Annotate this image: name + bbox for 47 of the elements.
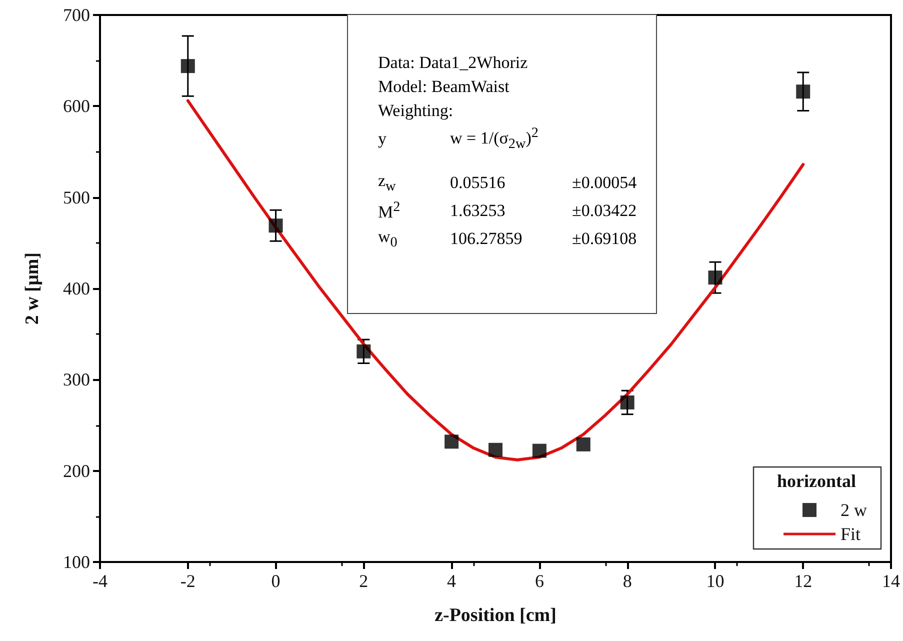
point (444, 434, 459, 449)
point (708, 270, 722, 285)
legend-label: 2 w (840, 500, 867, 520)
y-axis-title: 2 w [µm] (22, 252, 43, 325)
x-tick-label: 4 (447, 571, 456, 591)
annotation: 1.63253 (450, 200, 506, 222)
legend-label: Fit (840, 524, 861, 544)
x-tick-label: 2 (359, 571, 368, 591)
point (532, 444, 546, 458)
y-tick-label: 400 (63, 278, 90, 298)
y-tick-label: 300 (63, 370, 90, 390)
y-tick-label: 100 (63, 552, 90, 572)
point (620, 395, 634, 410)
annotation: M$^{2}$ (378, 199, 402, 224)
x-tick-label: 6 (534, 571, 544, 591)
point (356, 344, 371, 358)
annotation: w$_{0}$ (378, 227, 398, 252)
annotation: y (378, 128, 388, 150)
y-tick-label: 200 (63, 460, 90, 481)
x-tick-label: 14 (882, 571, 900, 591)
x-tick-label: 10 (706, 571, 724, 591)
y-tick-label: 500 (63, 187, 90, 208)
x-tick-label: 12 (794, 571, 812, 591)
y-tick-label: 600 (63, 96, 90, 116)
x-tick-label: 0 (271, 571, 280, 591)
annotation: 106.27859 (450, 228, 524, 250)
legend-title: horizontal (777, 471, 856, 491)
annotation: ±0.69108 (572, 228, 637, 250)
x-tick-label: 8 (622, 571, 632, 591)
annotation: ±0.00054 (572, 172, 637, 194)
annotation: ±0.03422 (572, 200, 637, 222)
line-series (186, 99, 805, 462)
annotation: Weighting: (378, 101, 454, 122)
point (268, 218, 283, 233)
x-tick-label: -4 (92, 571, 108, 591)
annotation: 0.05516 (450, 172, 506, 194)
annotation: Model: BeamWaist (378, 77, 510, 98)
y-tick-label: 700 (63, 5, 90, 25)
point (576, 437, 590, 452)
annotation: w = 1/(σ$_{2w}$)$^{2}$ (450, 125, 540, 154)
x-axis-title: z-Position [cm] (434, 605, 556, 626)
x-tick-label: -2 (180, 571, 196, 591)
annotation: Data: Data1_2Whoriz (378, 53, 529, 74)
point (180, 59, 195, 74)
point (488, 442, 502, 457)
point (796, 84, 810, 99)
annotation: z$_{w}$ (378, 171, 397, 196)
